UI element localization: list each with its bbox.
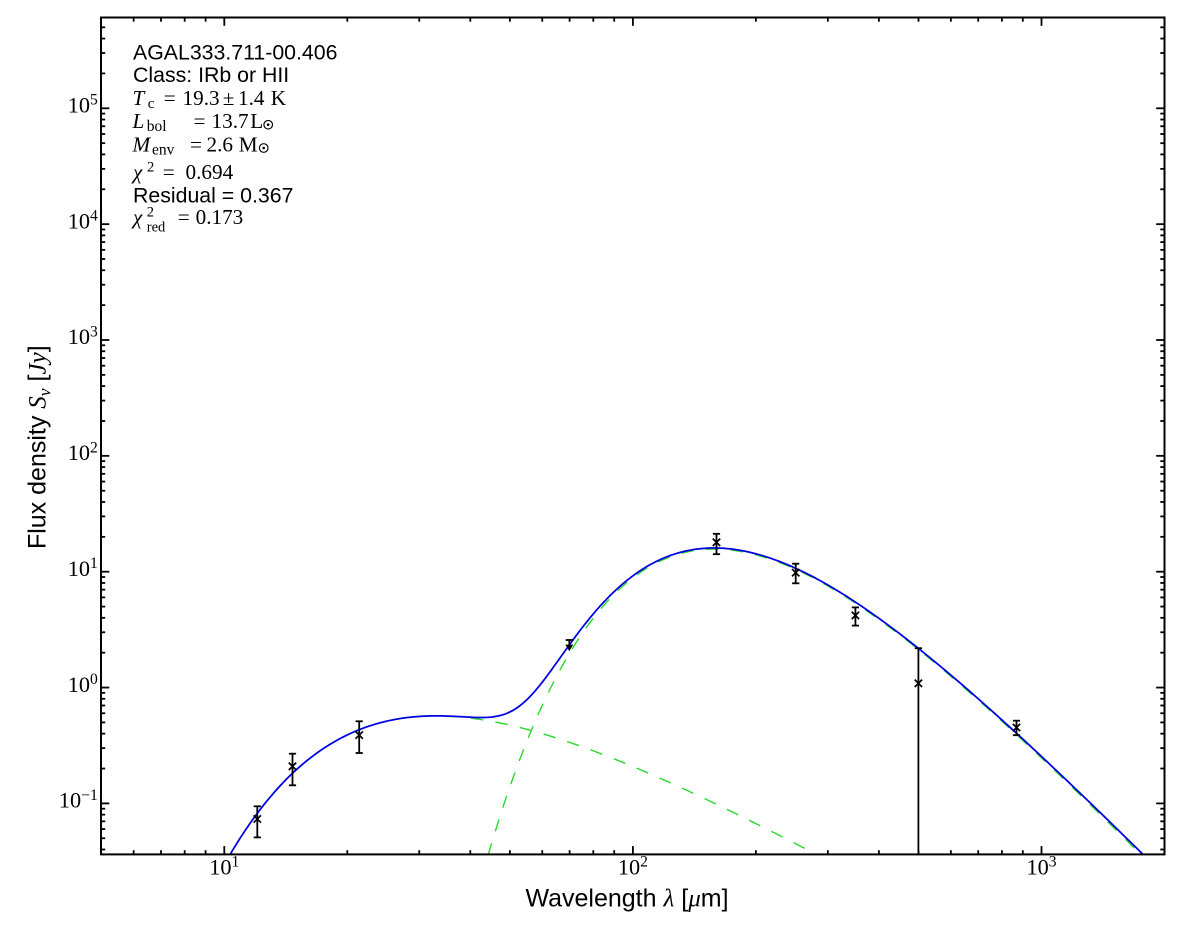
svg-text:Residual = 0.367: Residual = 0.367: [133, 183, 293, 207]
svg-text:AGAL333.711-00.406: AGAL333.711-00.406: [133, 41, 337, 65]
svg-text:Flux density Sν [Jy]: Flux density Sν [Jy]: [24, 345, 55, 549]
svg-text:10−1: 10−1: [59, 787, 98, 813]
svg-text:χ2=0.694: χ 2 = 0.694: [131, 160, 234, 185]
svg-text:Wavelength λ [μm]: Wavelength λ [μm]: [525, 885, 728, 913]
svg-text:Tc=19.3±1.4K: Tc = 19.3 ±1.4 K: [133, 86, 287, 112]
svg-text:Class: IRb or HII: Class: IRb or HII: [133, 63, 289, 87]
